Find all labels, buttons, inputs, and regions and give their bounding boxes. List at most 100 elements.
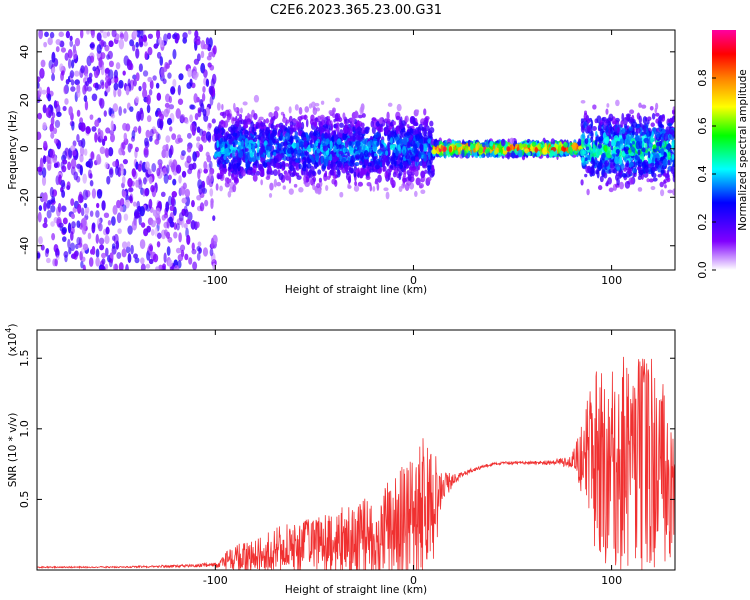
spectrogram-cell <box>91 245 96 256</box>
spectrogram-cell <box>138 215 142 226</box>
spectrogram-cell <box>63 85 68 95</box>
spectrogram-cell <box>70 213 75 220</box>
spectrogram-cell <box>103 110 107 117</box>
spectrogram-cell <box>104 147 109 157</box>
spectrogram-cell <box>395 115 401 121</box>
spectrogram-cell <box>57 202 62 213</box>
spectrogram-cell <box>164 229 168 236</box>
spectrogram-cell <box>252 137 258 143</box>
spectrogram-cell <box>110 120 114 132</box>
spectrogram-cell <box>581 156 585 163</box>
spectrogram-cell <box>145 263 151 269</box>
spectrogram-cell <box>42 155 47 165</box>
spectrogram-cell <box>248 143 252 150</box>
spectrogram-cell <box>518 142 523 150</box>
spectrogram-cell <box>637 187 643 192</box>
spectrogram-cell <box>612 153 616 158</box>
spectrogram-cell <box>156 92 162 101</box>
spectrogram-cell <box>517 149 523 157</box>
spectrogram-cell <box>315 117 318 122</box>
spectrogram-cell <box>233 169 238 175</box>
spectrogram-cell <box>295 120 300 128</box>
spectrogram-cell <box>639 169 644 176</box>
spectrogram-cell <box>248 166 253 171</box>
spectrogram-cell <box>46 257 51 264</box>
spectrogram-cell <box>184 188 191 198</box>
spectrogram-cell <box>116 212 122 224</box>
spectrogram-cell <box>320 116 324 121</box>
spectrogram-cell <box>135 41 139 48</box>
spectrogram-cell <box>169 205 175 212</box>
spectrogram-cell <box>149 244 153 252</box>
spectrogram-cell <box>356 126 362 135</box>
spectrogram-cell <box>285 172 291 181</box>
spectrogram-cell <box>84 73 89 80</box>
spectrogram-cell <box>232 117 237 122</box>
spectrogram-cell <box>347 183 351 189</box>
spectrogram-cell <box>205 37 210 46</box>
spectrogram-cell <box>113 69 118 79</box>
spectrogram-cell <box>667 189 673 194</box>
spectrogram-cell <box>88 257 94 267</box>
spectrogram-cell <box>376 182 380 191</box>
spectrogram-cell <box>127 252 132 264</box>
spectrogram-cell <box>355 141 361 146</box>
spectrogram-cell <box>616 166 621 171</box>
spectrogram-cell <box>203 69 208 78</box>
spectrogram-cell <box>294 104 299 111</box>
spectrogram-cell <box>189 104 196 110</box>
spectrogram-cell <box>277 143 282 150</box>
spectrogram-cell <box>232 157 236 163</box>
spectrogram-cell <box>211 118 216 124</box>
spectrogram-cell <box>228 139 233 145</box>
spectrogram-cell <box>49 123 55 133</box>
spectrogram-cell <box>37 76 41 83</box>
spectrogram-cell <box>108 107 112 117</box>
spectrogram-cell <box>313 136 318 141</box>
spectrogram-cell <box>149 79 154 90</box>
spectrogram-cell <box>396 103 402 112</box>
spectrogram-cell <box>348 167 352 172</box>
spectrogram-cell <box>283 141 287 149</box>
spectrogram-cell <box>370 120 375 128</box>
spectrogram-cell <box>84 210 89 217</box>
spectrogram-cell <box>62 150 68 160</box>
spectrogram-cell <box>42 167 47 178</box>
spectrogram-cell <box>323 172 327 178</box>
spectrogram-cell <box>357 181 364 187</box>
spectrogram-cell <box>286 148 292 154</box>
spectrogram-cell <box>413 149 419 154</box>
spectrogram-cell <box>369 139 373 146</box>
spectrogram-cell <box>485 143 490 148</box>
spectrogram-cell <box>167 72 172 79</box>
spectrogram-cell <box>38 30 43 40</box>
spectrogram-cell <box>122 70 126 76</box>
spectrogram-cell <box>335 156 340 161</box>
spectrogram-cell <box>332 145 337 153</box>
spectrogram-cell <box>148 258 154 265</box>
spectrogram-cell <box>209 95 214 106</box>
spectrogram-cell <box>330 169 333 176</box>
spectrogram-cell <box>95 210 100 218</box>
spectrogram-cell <box>147 168 153 175</box>
spectrogram-cell <box>81 256 86 262</box>
spectrogram-cell <box>115 62 121 70</box>
spectrogram-cell <box>325 185 329 192</box>
spectrogram-cell <box>608 113 614 122</box>
spectrogram-cell <box>423 108 427 116</box>
spectrogram-cell <box>85 80 90 87</box>
spectrogram-cell <box>326 176 331 180</box>
spectrogram-cell <box>652 144 657 149</box>
spectrogram-cell <box>384 170 389 179</box>
spectrogram-cell <box>186 82 192 89</box>
spectrogram-cell <box>220 128 226 134</box>
spectrogram-cell <box>426 177 432 182</box>
spectrogram-cell <box>275 139 279 144</box>
spectrogram-cell <box>97 222 103 232</box>
spectrogram-cell <box>655 131 660 138</box>
spectrogram-cell <box>342 126 348 135</box>
spectrogram-cell <box>67 58 72 69</box>
spectrogram-cell <box>166 246 171 256</box>
spectrogram-cell <box>651 112 656 120</box>
spectrogram-cell <box>203 168 208 174</box>
